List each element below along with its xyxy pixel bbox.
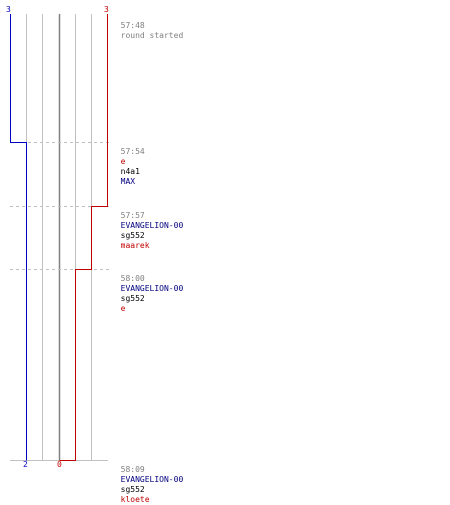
killer-name: EVANGELION-00 (120, 221, 184, 230)
event-kill: 58:00 EVANGELION-00 sg552 e (111, 264, 184, 313)
victim-name: maarek (120, 241, 150, 250)
red-count-start: 3 (104, 5, 109, 14)
event-kill: 57:54 e n4a1 MAX (111, 137, 145, 186)
event-round-start: 57:48 round started (111, 11, 184, 40)
weapon-name: sg552 (120, 485, 145, 494)
event-time: 57:54 (120, 147, 145, 156)
player-count-timeline (10, 14, 110, 461)
event-kill: 58:09 EVANGELION-00 sg552 kloete (111, 455, 184, 504)
event-time: 58:00 (120, 274, 145, 283)
weapon-name: n4a1 (120, 167, 140, 176)
blue-count-end: 2 (23, 460, 28, 469)
red-count-end: 0 (57, 460, 62, 469)
weapon-name: sg552 (120, 231, 145, 240)
red-team-line (59, 14, 108, 461)
killer-name: EVANGELION-00 (120, 475, 184, 484)
event-text: round started (120, 31, 184, 40)
event-time: 57:57 (120, 211, 145, 220)
killer-name: EVANGELION-00 (120, 284, 184, 293)
blue-count-start: 3 (6, 5, 11, 14)
event-guides (10, 142, 110, 270)
weapon-name: sg552 (120, 294, 145, 303)
victim-name: MAX (120, 177, 136, 186)
event-time: 58:09 (120, 465, 145, 474)
event-time: 57:48 (120, 21, 145, 30)
blue-team-line (10, 14, 27, 461)
victim-name: e (120, 304, 126, 313)
killer-name: e (120, 157, 126, 166)
event-kill: 57:57 EVANGELION-00 sg552 maarek (111, 201, 184, 250)
